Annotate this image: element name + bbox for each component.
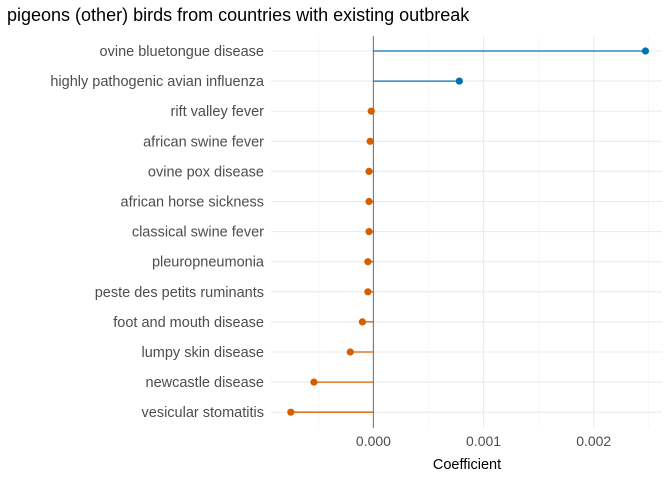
lollipop-point bbox=[366, 137, 374, 145]
lollipop-point bbox=[358, 318, 367, 326]
y-tick-label: highly pathogenic avian influenza bbox=[50, 74, 265, 90]
lollipop-point bbox=[367, 107, 375, 115]
x-axis-title: Coefficient bbox=[433, 457, 501, 473]
y-tick-label: newcastle disease bbox=[146, 375, 265, 391]
grid bbox=[271, 36, 662, 428]
lollipop-point bbox=[365, 197, 373, 206]
y-tick-label: rift valley fever bbox=[171, 104, 265, 120]
y-tick-label: african horse sickness bbox=[121, 195, 264, 211]
y-tick-label: african swine fever bbox=[143, 134, 264, 150]
lollipop-point bbox=[310, 378, 318, 386]
lollipop-point bbox=[365, 167, 373, 175]
y-tick-label: lumpy skin disease bbox=[142, 345, 265, 361]
lollipop-point bbox=[346, 348, 354, 356]
y-tick-label: pleuropneumonia bbox=[152, 255, 265, 271]
y-tick-label: foot and mouth disease bbox=[113, 315, 264, 331]
x-axis-tick-labels: 0.000 0.001 0.002 bbox=[356, 433, 612, 449]
data-series bbox=[287, 47, 650, 416]
lollipop-point bbox=[287, 408, 295, 416]
x-tick-label: 0.002 bbox=[576, 433, 611, 449]
lollipop-point bbox=[364, 288, 372, 296]
lollipop-point bbox=[364, 258, 372, 266]
x-tick-label: 0.000 bbox=[356, 433, 391, 449]
y-tick-label: ovine bluetongue disease bbox=[100, 44, 264, 60]
y-tick-label: ovine pox disease bbox=[148, 164, 264, 180]
y-tick-label: peste des petits ruminants bbox=[95, 285, 264, 301]
y-tick-label: classical swine fever bbox=[132, 225, 264, 241]
lollipop-point bbox=[455, 77, 463, 85]
y-tick-label: vesicular stomatitis bbox=[142, 405, 264, 421]
lollipop-point bbox=[641, 47, 650, 55]
chart-title: pigeons (other) birds from countries wit… bbox=[7, 5, 470, 25]
lollipop-point bbox=[365, 228, 373, 236]
y-axis-labels: ovine bluetongue disease highly pathogeni… bbox=[50, 44, 265, 421]
x-tick-label: 0.001 bbox=[466, 433, 501, 449]
